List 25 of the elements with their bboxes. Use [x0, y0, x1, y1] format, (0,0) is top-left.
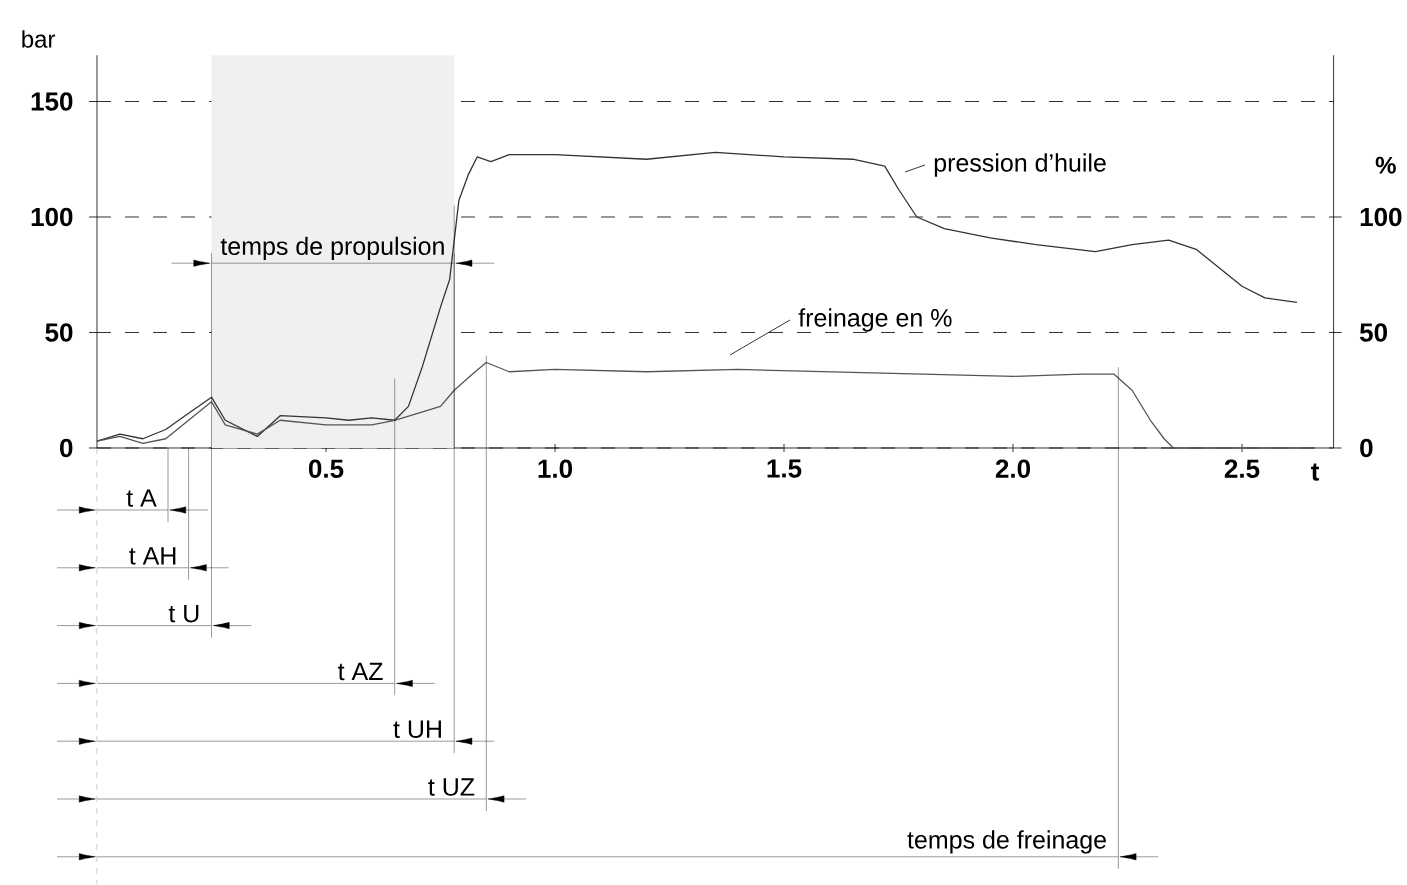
- y2-tick-label: 0: [1360, 438, 1373, 458]
- ref-line-label: t UH: [393, 720, 441, 739]
- ref-line-label: t A: [126, 489, 157, 507]
- legend-label: t U: [168, 605, 199, 623]
- y2-tick-label: 100: [1360, 207, 1402, 227]
- ref-line-label: t UZ: [428, 778, 475, 796]
- x-axis-title: t: [1311, 463, 1320, 481]
- y-tick-label: 150: [31, 92, 73, 111]
- x-tick-label: 1.0: [538, 459, 573, 479]
- y-tick-label: 0: [60, 438, 73, 458]
- x-tick-label: 0.5: [308, 459, 344, 479]
- y-tick-label: 100: [31, 207, 73, 227]
- y2-axis-title: %: [1375, 156, 1396, 174]
- y-axis-title: bar: [22, 30, 56, 48]
- annotation: pression d’huile: [934, 153, 1106, 177]
- band-label: temps de propulsion: [220, 236, 444, 261]
- ref-line-label: t AH: [129, 547, 176, 565]
- ref-line-label: temps de freinage: [907, 830, 1106, 854]
- annotation: freinage en %: [798, 308, 952, 332]
- ref-line-label: t AZ: [338, 662, 383, 681]
- y2-tick-label: 50: [1359, 323, 1387, 342]
- x-tick-label: 1.5: [767, 459, 802, 478]
- x-tick-label: 2.0: [995, 459, 1031, 479]
- y-tick-label: 50: [45, 323, 73, 342]
- x-tick-label: 2.5: [1224, 459, 1260, 479]
